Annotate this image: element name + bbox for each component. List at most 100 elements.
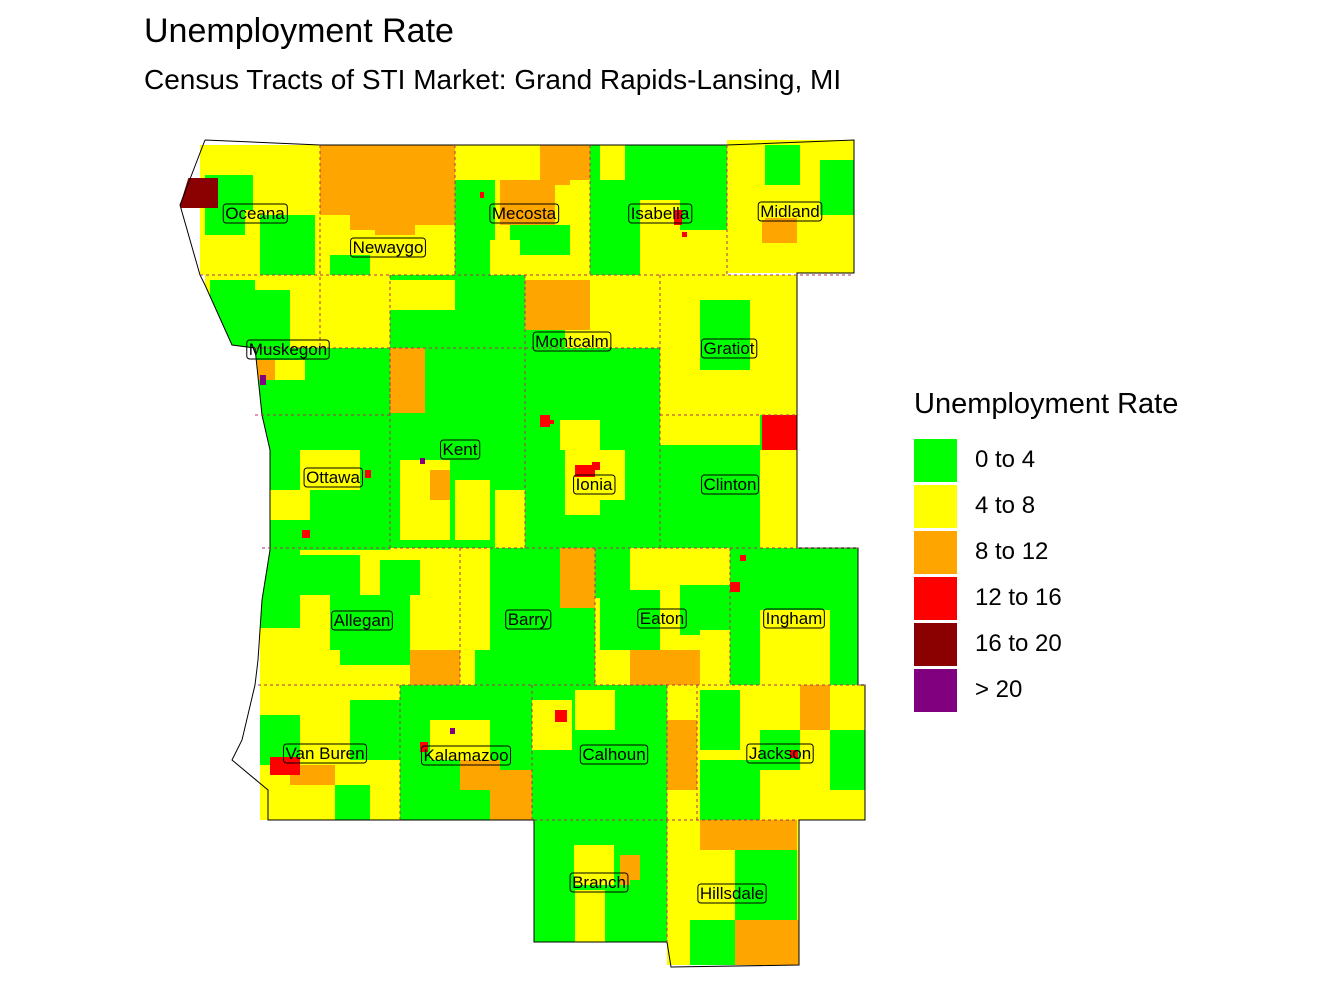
county-name: Mecosta xyxy=(492,204,557,223)
tract xyxy=(300,790,335,820)
tract xyxy=(480,192,484,198)
county-label: Van Buren xyxy=(282,743,368,764)
tract xyxy=(525,348,585,418)
county-label-box xyxy=(350,237,426,258)
county-label: Muskegon xyxy=(246,339,330,360)
tract xyxy=(410,780,460,820)
tract xyxy=(592,462,600,470)
county-name: Newaygo xyxy=(353,238,424,257)
legend-swatch xyxy=(914,622,957,666)
county-label-box xyxy=(420,745,512,766)
tract xyxy=(800,770,830,820)
county-label: Eaton xyxy=(637,608,687,629)
tract xyxy=(270,490,310,520)
tract xyxy=(800,215,854,273)
tract xyxy=(660,415,760,445)
county-name: Montcalm xyxy=(535,332,609,351)
county-label-box xyxy=(628,203,693,224)
map-title: Unemployment Rate xyxy=(144,12,454,50)
legend-item: 0 to 4 xyxy=(914,437,1178,483)
legend-items: 0 to 4 4 to 8 8 to 12 12 to 16 16 to 20 > 20 xyxy=(914,437,1178,713)
market-outline xyxy=(179,139,866,968)
tract xyxy=(525,280,590,330)
tract xyxy=(700,300,750,370)
tract xyxy=(260,215,315,275)
tract xyxy=(330,255,370,275)
tract xyxy=(540,415,550,427)
county-name: Ottawa xyxy=(306,468,360,487)
tract xyxy=(830,620,858,685)
tract xyxy=(260,375,266,385)
tract xyxy=(700,690,740,750)
tract xyxy=(682,232,687,237)
county-label: Midland xyxy=(757,201,823,222)
county-name: Kalamazoo xyxy=(423,746,508,765)
tract xyxy=(532,700,572,750)
tract xyxy=(430,470,450,500)
tract xyxy=(800,685,830,730)
county-label: Jackson xyxy=(746,743,814,764)
county-label: Clinton xyxy=(701,474,759,495)
county-label: Montcalm xyxy=(532,331,612,352)
county-label-box xyxy=(701,474,759,495)
county-label-box xyxy=(505,609,552,630)
tract xyxy=(550,420,554,424)
county-name: Kent xyxy=(443,440,478,459)
tract xyxy=(270,757,300,775)
tract xyxy=(600,145,625,180)
county-label: Newaygo xyxy=(350,237,426,258)
county-label-box xyxy=(282,743,368,764)
tract xyxy=(255,380,355,415)
county-label: Kent xyxy=(440,439,481,460)
tract xyxy=(674,210,682,225)
tract xyxy=(455,180,495,275)
tract xyxy=(700,820,797,850)
tract xyxy=(640,200,680,275)
county-label-box xyxy=(303,467,363,488)
tract xyxy=(575,690,615,730)
legend-label: 8 to 12 xyxy=(975,538,1049,565)
tract xyxy=(540,145,590,185)
county-label-box xyxy=(637,608,687,629)
tract xyxy=(630,880,667,940)
tract xyxy=(760,610,830,685)
tract xyxy=(740,555,746,561)
tract xyxy=(302,530,310,538)
county-label-box xyxy=(222,203,288,224)
tract xyxy=(560,420,600,450)
county-label: Kalamazoo xyxy=(420,745,512,766)
legend: Unemployment Rate 0 to 4 4 to 8 8 to 12 12 … xyxy=(914,388,1178,713)
tract xyxy=(600,590,660,650)
county-label: Allegan xyxy=(331,610,393,631)
tract xyxy=(450,728,455,734)
tract xyxy=(730,582,740,592)
tract xyxy=(490,770,532,820)
tract xyxy=(380,560,420,595)
tract xyxy=(690,920,735,965)
county-label-box xyxy=(757,201,823,222)
legend-swatch xyxy=(914,668,957,712)
tract xyxy=(335,785,370,820)
county-label: Isabella xyxy=(628,203,693,224)
lake-michigan xyxy=(0,140,270,760)
tract xyxy=(530,495,560,548)
tract xyxy=(420,458,425,464)
tract xyxy=(390,280,455,310)
county-label-box xyxy=(532,331,612,352)
county-label: Barry xyxy=(505,609,552,630)
county-name: Barry xyxy=(508,610,549,629)
county-label: Ionia xyxy=(573,474,616,495)
tract xyxy=(490,240,520,275)
county-label-box xyxy=(440,439,481,460)
county-name: Isabella xyxy=(631,204,690,223)
tract xyxy=(300,555,360,595)
county-name: Gratiot xyxy=(703,339,754,358)
tract xyxy=(430,720,490,760)
county-label-box xyxy=(569,872,629,893)
county-label-box xyxy=(700,338,758,359)
tract xyxy=(667,820,702,880)
tract xyxy=(575,890,605,942)
legend-item: 16 to 20 xyxy=(914,621,1178,667)
tract xyxy=(820,160,854,220)
tract xyxy=(700,630,730,685)
